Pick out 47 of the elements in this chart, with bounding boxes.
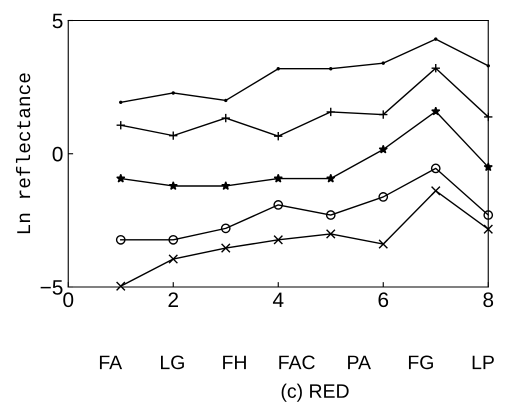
point (434, 37, 438, 41)
point (116, 234, 126, 245)
point (220, 224, 231, 234)
point (329, 67, 332, 70)
x-tick-label: 0 (63, 292, 74, 308)
point (168, 234, 178, 245)
point (382, 61, 385, 65)
point (116, 174, 126, 183)
text: LG (161, 355, 184, 370)
point (378, 144, 388, 154)
text: FH (223, 356, 246, 370)
point (276, 67, 280, 70)
text: FG (408, 355, 433, 370)
x-tick-label: 6 (378, 292, 388, 308)
point (168, 181, 178, 190)
point (220, 243, 231, 253)
text: LP (472, 356, 494, 370)
point (326, 210, 336, 220)
text: FAC (279, 355, 315, 370)
x-tick-label: 8 (483, 292, 494, 308)
point (274, 174, 283, 183)
point (430, 164, 441, 174)
point (273, 234, 284, 245)
point (172, 91, 175, 95)
x-tick-label: 4 (272, 292, 284, 307)
point (326, 229, 336, 239)
point (483, 210, 494, 220)
point (119, 100, 122, 104)
text: (c) RED (282, 384, 349, 402)
point (326, 174, 336, 183)
point (224, 98, 228, 102)
point (378, 239, 388, 249)
point (431, 106, 440, 116)
point (483, 224, 494, 234)
point (221, 181, 230, 190)
y-tick-label: 5 (52, 14, 63, 28)
y-tick-label: 0 (52, 146, 63, 162)
point (430, 186, 441, 196)
point (116, 281, 126, 292)
y-tick-label: −5 (40, 280, 63, 295)
point (273, 200, 284, 210)
text: PA (348, 356, 371, 370)
x-tick-label: 2 (168, 292, 178, 307)
text: FA (100, 356, 122, 370)
point (378, 192, 388, 202)
y-axis-title: Ln reflectance (16, 73, 30, 234)
point (168, 254, 178, 264)
